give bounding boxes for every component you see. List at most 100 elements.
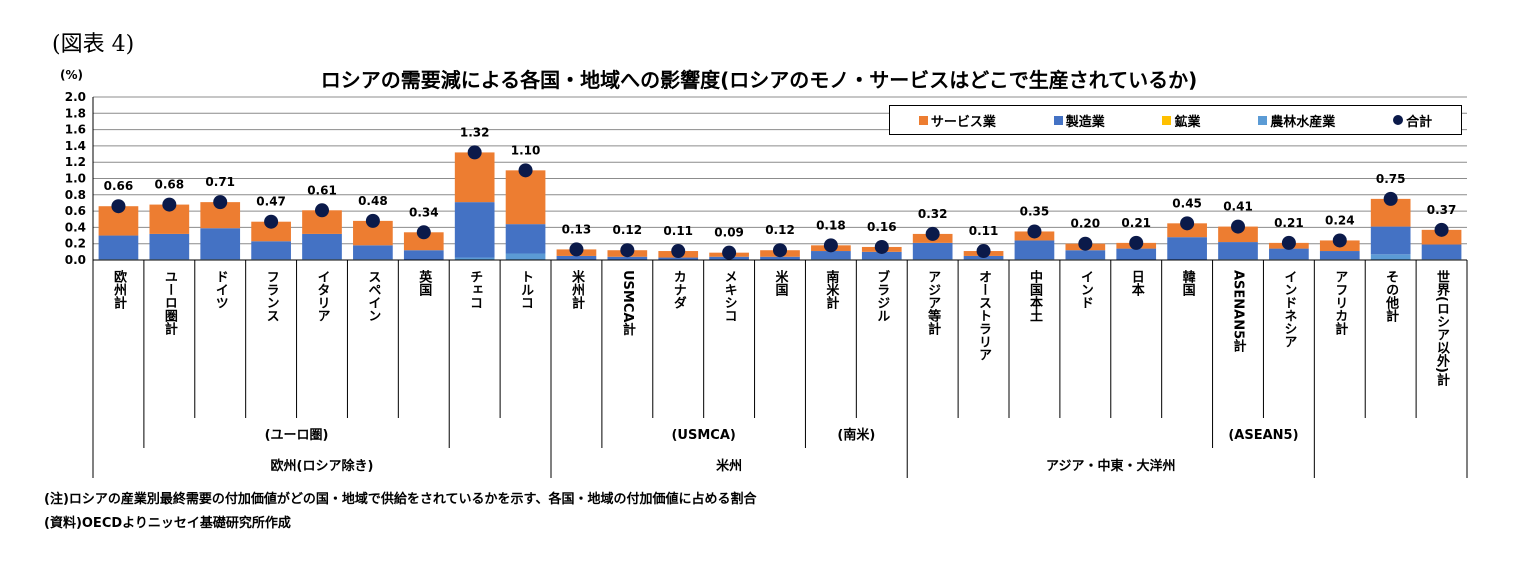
category-label-9: 米州計 (569, 269, 586, 310)
y-tick-label: 1.0 (65, 172, 86, 186)
total-label-4: 0.61 (307, 183, 337, 197)
bar-manufacturing-8 (505, 224, 546, 254)
category-label-3: フランス (264, 270, 279, 322)
total-marker-15 (874, 239, 889, 254)
total-label-10: 0.12 (613, 223, 643, 237)
footnote-note: (注)ロシアの産業別最終需要の付加価値がどの国・地域で供給をされているかを示す、… (44, 492, 757, 507)
legend-label-service: サービス業 (930, 114, 996, 130)
total-marker-5 (365, 213, 380, 228)
bar-manufacturing-2 (200, 228, 241, 260)
total-label-11: 0.11 (663, 224, 693, 238)
bar-manufacturing-16 (912, 242, 953, 260)
total-label-2: 0.71 (205, 175, 235, 189)
y-axis-unit: (%) (60, 68, 83, 82)
category-label-26: 世界(ロシア以外)計 (1434, 269, 1451, 387)
total-marker-10 (620, 243, 635, 258)
y-tick-label: 0.4 (65, 220, 86, 234)
total-label-18: 0.35 (1020, 204, 1050, 218)
legend-swatch-manufacturing (1053, 115, 1063, 125)
bar-manufacturing-14 (811, 251, 851, 260)
total-label-23: 0.21 (1274, 216, 1304, 230)
total-label-13: 0.12 (765, 223, 795, 237)
total-marker-24 (1332, 233, 1347, 248)
category-label-17: オーストラリア (976, 270, 992, 361)
total-label-1: 0.68 (155, 178, 185, 192)
bar-manufacturing-0 (98, 235, 139, 260)
total-marker-18 (1027, 224, 1042, 239)
bar-manufacturing-13 (760, 256, 800, 260)
total-marker-11 (671, 244, 686, 259)
bar-service-4 (302, 210, 342, 234)
total-marker-1 (162, 197, 177, 212)
total-label-9: 0.13 (562, 222, 592, 236)
category-label-8: トルコ (518, 270, 534, 309)
legend-label-manufacturing: 製造業 (1065, 114, 1105, 130)
bar-manufacturing-15 (861, 251, 902, 260)
legend-swatch-agriculture (1258, 115, 1268, 125)
legend-label-mining: 鉱業 (1174, 114, 1201, 130)
total-marker-3 (264, 214, 279, 229)
total-marker-13 (773, 243, 787, 258)
category-label-24: アフリカ計 (1332, 270, 1348, 336)
total-label-3: 0.47 (256, 195, 286, 209)
y-tick-label: 1.6 (65, 123, 86, 137)
total-marker-20 (1129, 235, 1144, 250)
category-label-11: カナダ (671, 270, 687, 309)
bar-manufacturing-9 (556, 255, 597, 260)
total-label-19: 0.20 (1071, 217, 1101, 231)
legend-item-total: 合計 (1393, 111, 1432, 130)
total-marker-16 (925, 226, 940, 241)
total-label-8: 1.10 (511, 143, 541, 157)
group-label-1: 米州 (716, 458, 742, 474)
bar-agriculture-25 (1370, 254, 1411, 260)
y-tick-label: 1.8 (65, 106, 86, 120)
total-label-7: 1.32 (460, 125, 490, 139)
total-marker-17 (976, 244, 991, 259)
total-label-25: 0.75 (1376, 172, 1406, 186)
category-label-14: 南米計 (823, 269, 839, 310)
category-label-13: 米国 (773, 269, 789, 297)
category-label-4: イタリア (315, 270, 331, 322)
total-marker-12 (722, 245, 737, 260)
category-label-20: 日本 (1129, 270, 1145, 297)
total-label-15: 0.16 (867, 220, 897, 234)
bar-manufacturing-21 (1167, 237, 1207, 260)
bar-manufacturing-7 (454, 202, 495, 258)
y-tick-label: 1.4 (65, 139, 86, 153)
total-label-5: 0.48 (358, 194, 388, 208)
legend-item-manufacturing: 製造業 (1053, 111, 1105, 130)
total-marker-23 (1281, 235, 1296, 250)
bar-manufacturing-26 (1421, 244, 1462, 260)
y-tick-label: 0.6 (65, 204, 86, 218)
category-label-15: ブラジル (874, 269, 890, 322)
total-marker-7 (467, 145, 482, 160)
category-label-5: スペイン (365, 270, 381, 322)
bar-agriculture-8 (505, 253, 546, 260)
bar-service-8 (505, 170, 546, 225)
total-label-26: 0.37 (1427, 203, 1457, 217)
subgroup-label-3: (ASEAN5) (1228, 428, 1298, 443)
legend-marker-total (1393, 115, 1404, 125)
bar-manufacturing-4 (302, 233, 342, 260)
bar-manufacturing-22 (1218, 242, 1258, 260)
subgroup-label-0: (ユーロ圏) (265, 428, 329, 443)
subgroup-label-2: (南米) (837, 427, 875, 443)
category-label-22: ASENAN5計 (1231, 270, 1247, 354)
bar-service-6 (403, 232, 444, 251)
total-marker-21 (1180, 216, 1195, 231)
bar-manufacturing-25 (1370, 226, 1411, 255)
total-label-22: 0.41 (1223, 200, 1253, 214)
bar-manufacturing-11 (658, 257, 699, 260)
total-marker-4 (315, 203, 329, 218)
chart-title: ロシアの需要減による各国・地域への影響度(ロシアのモノ・サービスはどこで生産され… (320, 68, 1198, 92)
legend-item-service: サービス業 (918, 111, 996, 130)
category-label-2: ドイツ (213, 270, 229, 309)
total-label-20: 0.21 (1121, 216, 1151, 230)
total-marker-26 (1434, 222, 1449, 237)
category-label-18: 中国本土 (1027, 269, 1043, 322)
bar-service-22 (1218, 226, 1258, 243)
subgroup-label-1: (USMCA) (671, 428, 735, 443)
total-label-21: 0.45 (1172, 196, 1202, 210)
category-label-12: メキシコ (722, 270, 737, 322)
